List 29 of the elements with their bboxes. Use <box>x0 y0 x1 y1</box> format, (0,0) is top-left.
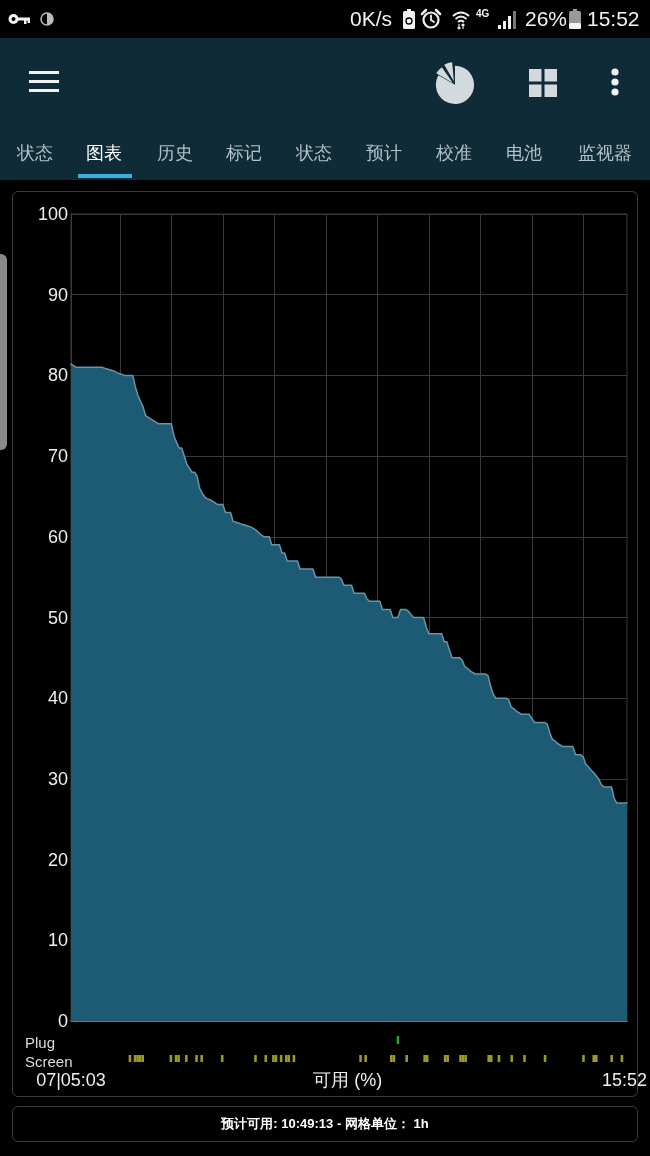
y-tick-label: 50 <box>47 607 68 628</box>
y-tick-label: 90 <box>47 284 68 305</box>
text: 4G <box>476 7 490 20</box>
text: 标记 <box>225 142 263 165</box>
y-tick-label: 60 <box>47 526 68 547</box>
text: 状态 <box>16 142 54 165</box>
y-tick-label: 30 <box>47 768 68 789</box>
text: 15:52 <box>587 7 640 31</box>
text: 校准 <box>435 142 473 165</box>
text: Screen <box>25 1052 73 1070</box>
text: 图表 <box>85 142 123 165</box>
text: 26% <box>525 7 568 31</box>
y-tick-label: 80 <box>47 365 68 386</box>
text: 0K/s <box>350 7 393 31</box>
y-tick-label: 100 <box>37 204 68 224</box>
y-tick-label: 20 <box>47 849 68 870</box>
text: 预计可用: 10:49:13 - 网格单位： 1h <box>220 1115 430 1133</box>
text: Plug <box>25 1033 56 1051</box>
y-tick-label: 40 <box>47 688 68 709</box>
text: 电池 <box>505 142 543 165</box>
x-tick-label: 07|05:03 <box>36 1070 106 1090</box>
text: 状态 <box>295 142 333 165</box>
text: 预计 <box>365 142 403 165</box>
text: 历史 <box>156 142 194 165</box>
text: 监视器 <box>577 142 633 165</box>
x-axis-title: 可用 (%) <box>313 1070 383 1090</box>
y-tick-label: 0 <box>57 1011 68 1031</box>
y-tick-label: 10 <box>47 930 68 951</box>
y-tick-label: 70 <box>47 446 68 467</box>
